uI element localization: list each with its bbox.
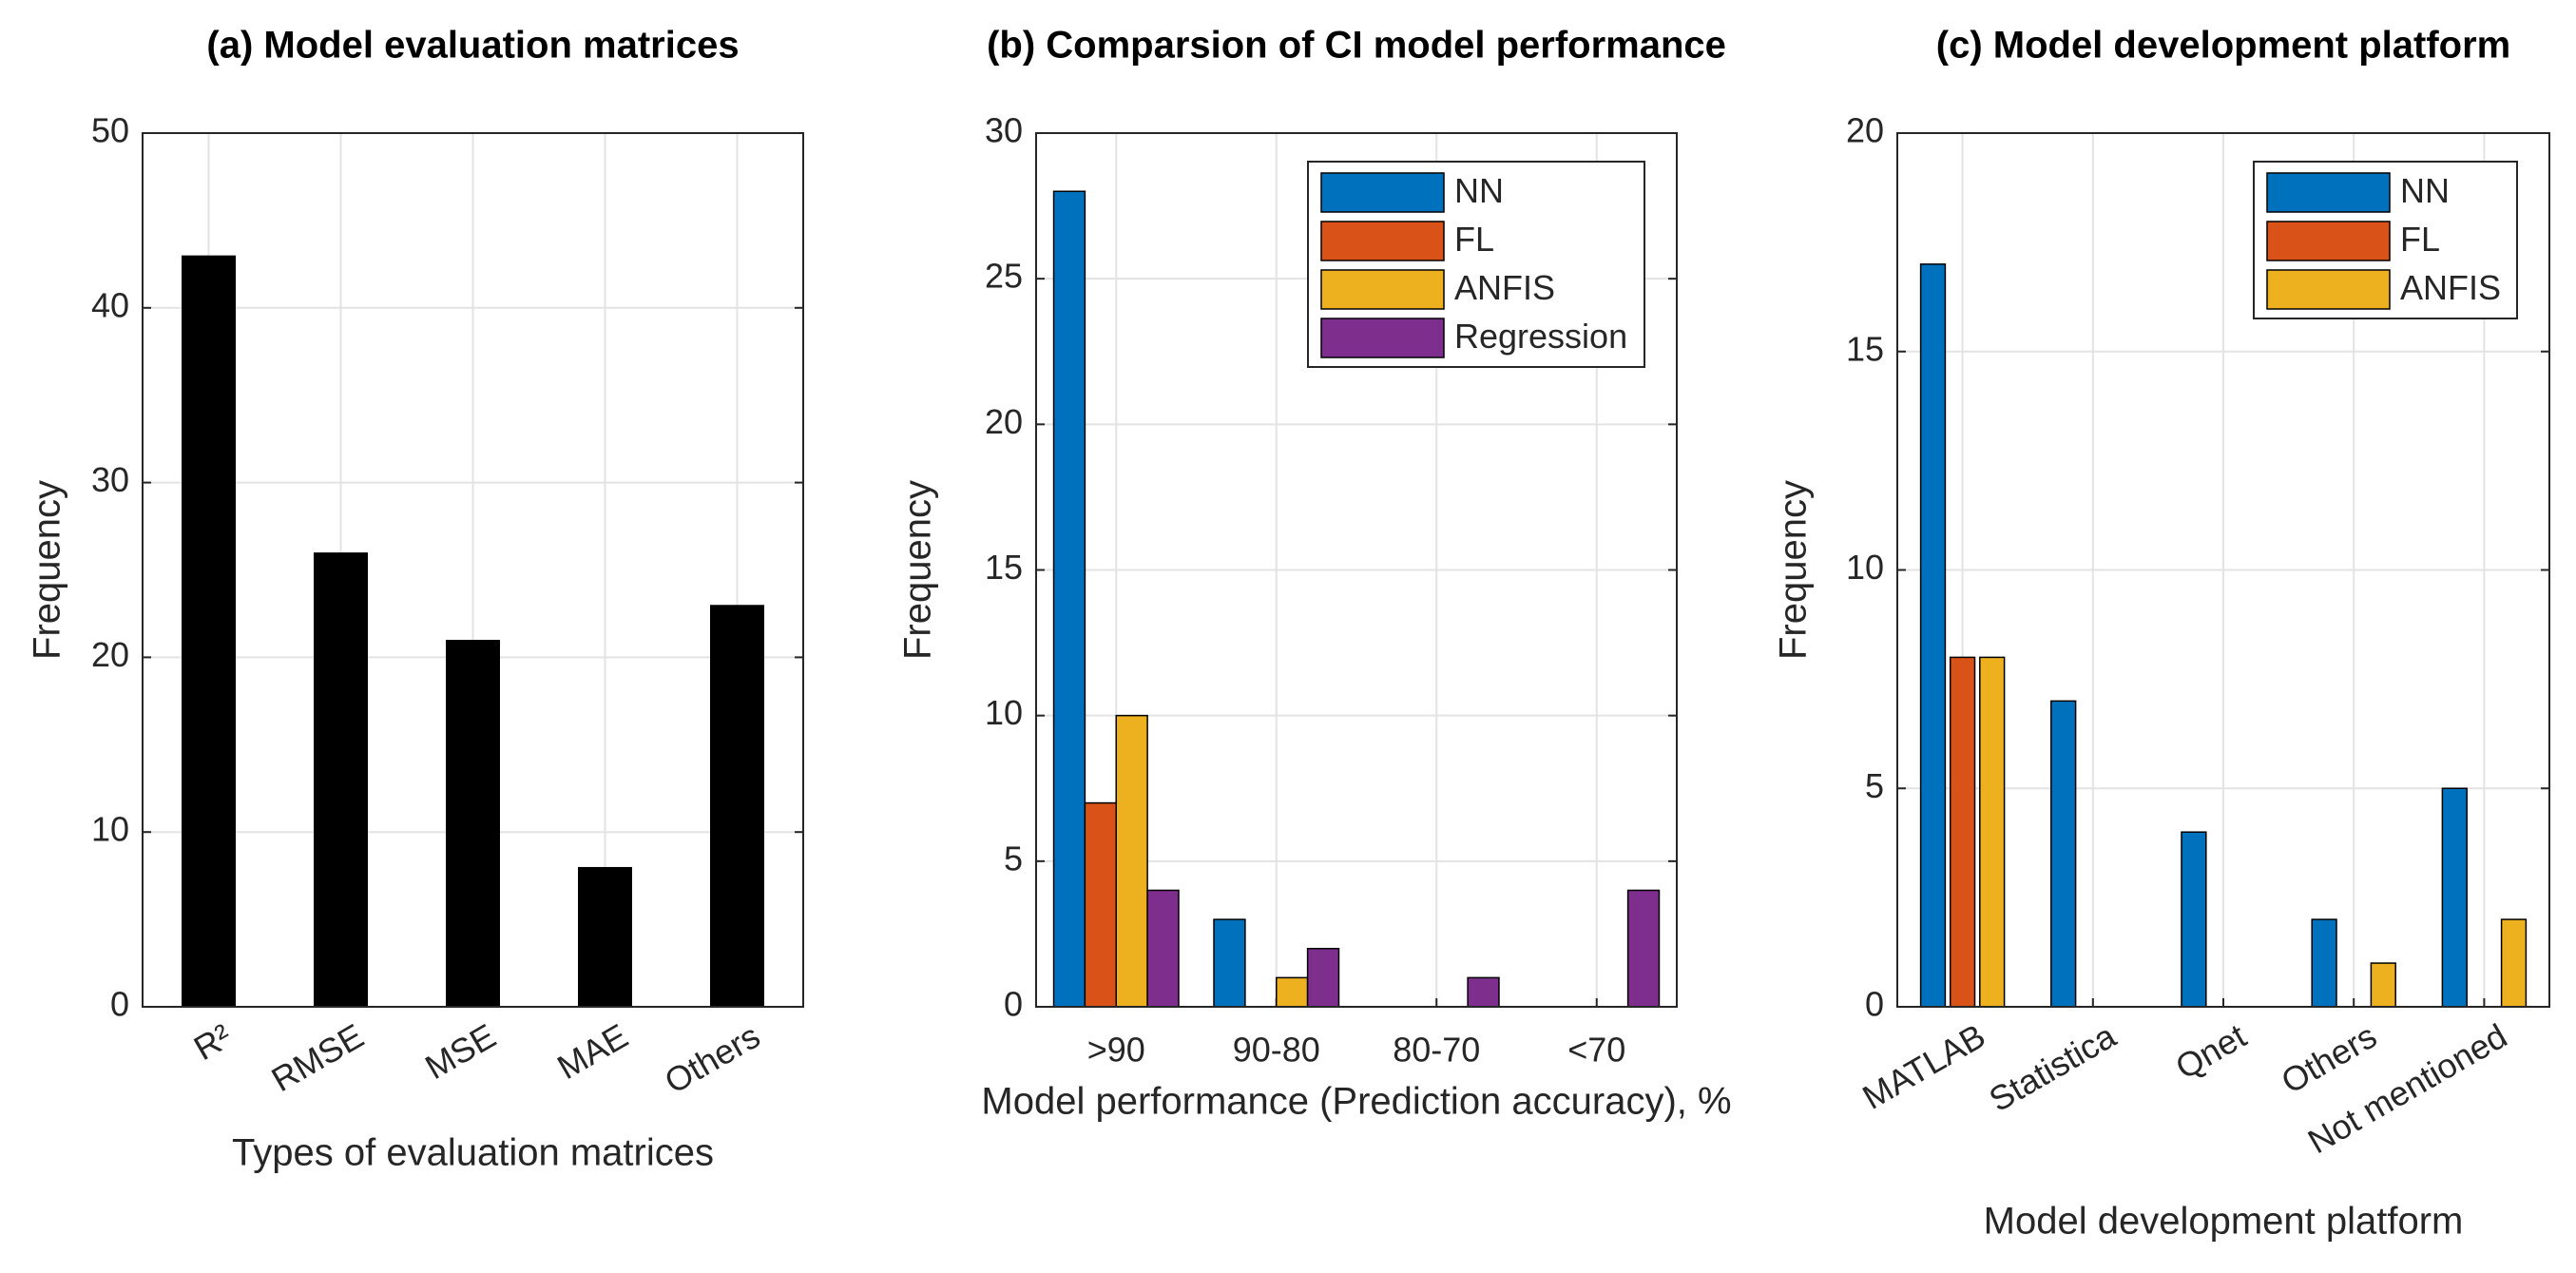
legend-label: ANFIS bbox=[2400, 268, 2501, 307]
y-tick-label: 0 bbox=[110, 985, 129, 1024]
y-tick-label: 25 bbox=[985, 257, 1023, 296]
bar bbox=[446, 640, 500, 1007]
legend-swatch bbox=[2266, 172, 2391, 213]
y-axis-label: Frequency bbox=[1773, 480, 1815, 660]
x-tick-label: 90-80 bbox=[1233, 1031, 1320, 1070]
axes-box bbox=[142, 132, 804, 1008]
y-tick-label: 50 bbox=[91, 111, 129, 150]
x-tick-label: >90 bbox=[1087, 1031, 1145, 1070]
bar bbox=[1306, 947, 1340, 1008]
x-tick-label: MSE bbox=[418, 1016, 502, 1088]
legend-swatch bbox=[1320, 318, 1445, 358]
x-tick-label: MAE bbox=[550, 1016, 634, 1088]
bar bbox=[1919, 263, 1947, 1008]
y-tick-label: 20 bbox=[91, 635, 129, 674]
x-tick-label: MATLAB bbox=[1855, 1016, 1991, 1117]
y-tick-label: 15 bbox=[985, 548, 1023, 587]
y-tick-label: 5 bbox=[1865, 766, 1884, 805]
legend-label: NN bbox=[2400, 171, 2450, 210]
legend-swatch bbox=[1320, 172, 1445, 213]
y-tick-label: 40 bbox=[91, 285, 129, 324]
bar bbox=[1626, 889, 1661, 1008]
y-tick-label: 15 bbox=[1846, 329, 1884, 368]
x-tick-label: Others bbox=[658, 1016, 766, 1102]
axes-box bbox=[1896, 132, 2550, 1008]
bar bbox=[1949, 656, 1976, 1008]
bar bbox=[710, 605, 764, 1007]
bar bbox=[2181, 831, 2207, 1008]
y-axis-label: Frequency bbox=[897, 480, 939, 660]
y-tick-label: 20 bbox=[985, 402, 1023, 441]
legend-swatch bbox=[2266, 221, 2391, 261]
axes-box bbox=[1035, 132, 1678, 1008]
x-tick-label: RMSE bbox=[265, 1016, 371, 1100]
bar bbox=[182, 255, 236, 1007]
bar bbox=[1052, 190, 1086, 1008]
x-tick-label: R² bbox=[187, 1016, 238, 1069]
bar bbox=[1467, 976, 1500, 1008]
x-tick-label: Qnet bbox=[2169, 1016, 2253, 1088]
bar bbox=[1084, 801, 1117, 1008]
legend-swatch bbox=[1320, 221, 1445, 261]
bar bbox=[1276, 976, 1309, 1008]
x-tick-label: 80-70 bbox=[1393, 1031, 1480, 1070]
x-axis-label: Model performance (Prediction accuracy),… bbox=[981, 1081, 1731, 1123]
x-axis-label: Model development platform bbox=[1984, 1201, 2464, 1243]
bar bbox=[1146, 889, 1180, 1008]
y-axis-label: Frequency bbox=[27, 480, 68, 660]
bar bbox=[1213, 918, 1246, 1008]
x-axis-label: Types of evaluation matrices bbox=[232, 1132, 714, 1174]
y-tick-label: 10 bbox=[1846, 548, 1884, 587]
y-tick-label: 30 bbox=[91, 460, 129, 499]
legend-swatch bbox=[1320, 269, 1445, 310]
chart-title: (a) Model evaluation matrices bbox=[206, 25, 739, 67]
x-tick-label: <70 bbox=[1567, 1031, 1625, 1070]
legend-label: ANFIS bbox=[1454, 268, 1555, 307]
legend-swatch bbox=[2266, 269, 2391, 310]
bar bbox=[2500, 918, 2528, 1008]
bar bbox=[314, 552, 368, 1007]
legend-label: FL bbox=[1454, 220, 1494, 259]
y-tick-label: 10 bbox=[91, 810, 129, 849]
y-tick-label: 20 bbox=[1846, 111, 1884, 150]
chart-title: (b) Comparsion of CI model performance bbox=[987, 25, 1726, 67]
bar bbox=[2370, 962, 2396, 1008]
bar bbox=[1979, 656, 2006, 1008]
x-tick-label: Others bbox=[2275, 1016, 2383, 1102]
bar bbox=[578, 866, 632, 1007]
y-tick-label: 5 bbox=[1004, 839, 1023, 878]
bar bbox=[2441, 787, 2468, 1008]
bar bbox=[2311, 918, 2337, 1008]
bar bbox=[1115, 714, 1148, 1008]
x-tick-label: Statistica bbox=[1983, 1015, 2124, 1119]
bar bbox=[2050, 700, 2077, 1008]
y-tick-label: 10 bbox=[985, 693, 1023, 732]
y-tick-label: 0 bbox=[1865, 985, 1884, 1024]
y-tick-label: 30 bbox=[985, 111, 1023, 150]
y-tick-label: 0 bbox=[1004, 985, 1023, 1024]
legend-label: Regression bbox=[1454, 317, 1627, 356]
legend-label: NN bbox=[1454, 171, 1504, 210]
legend-label: FL bbox=[2400, 220, 2440, 259]
chart-title: (c) Model development platform bbox=[1936, 25, 2511, 67]
